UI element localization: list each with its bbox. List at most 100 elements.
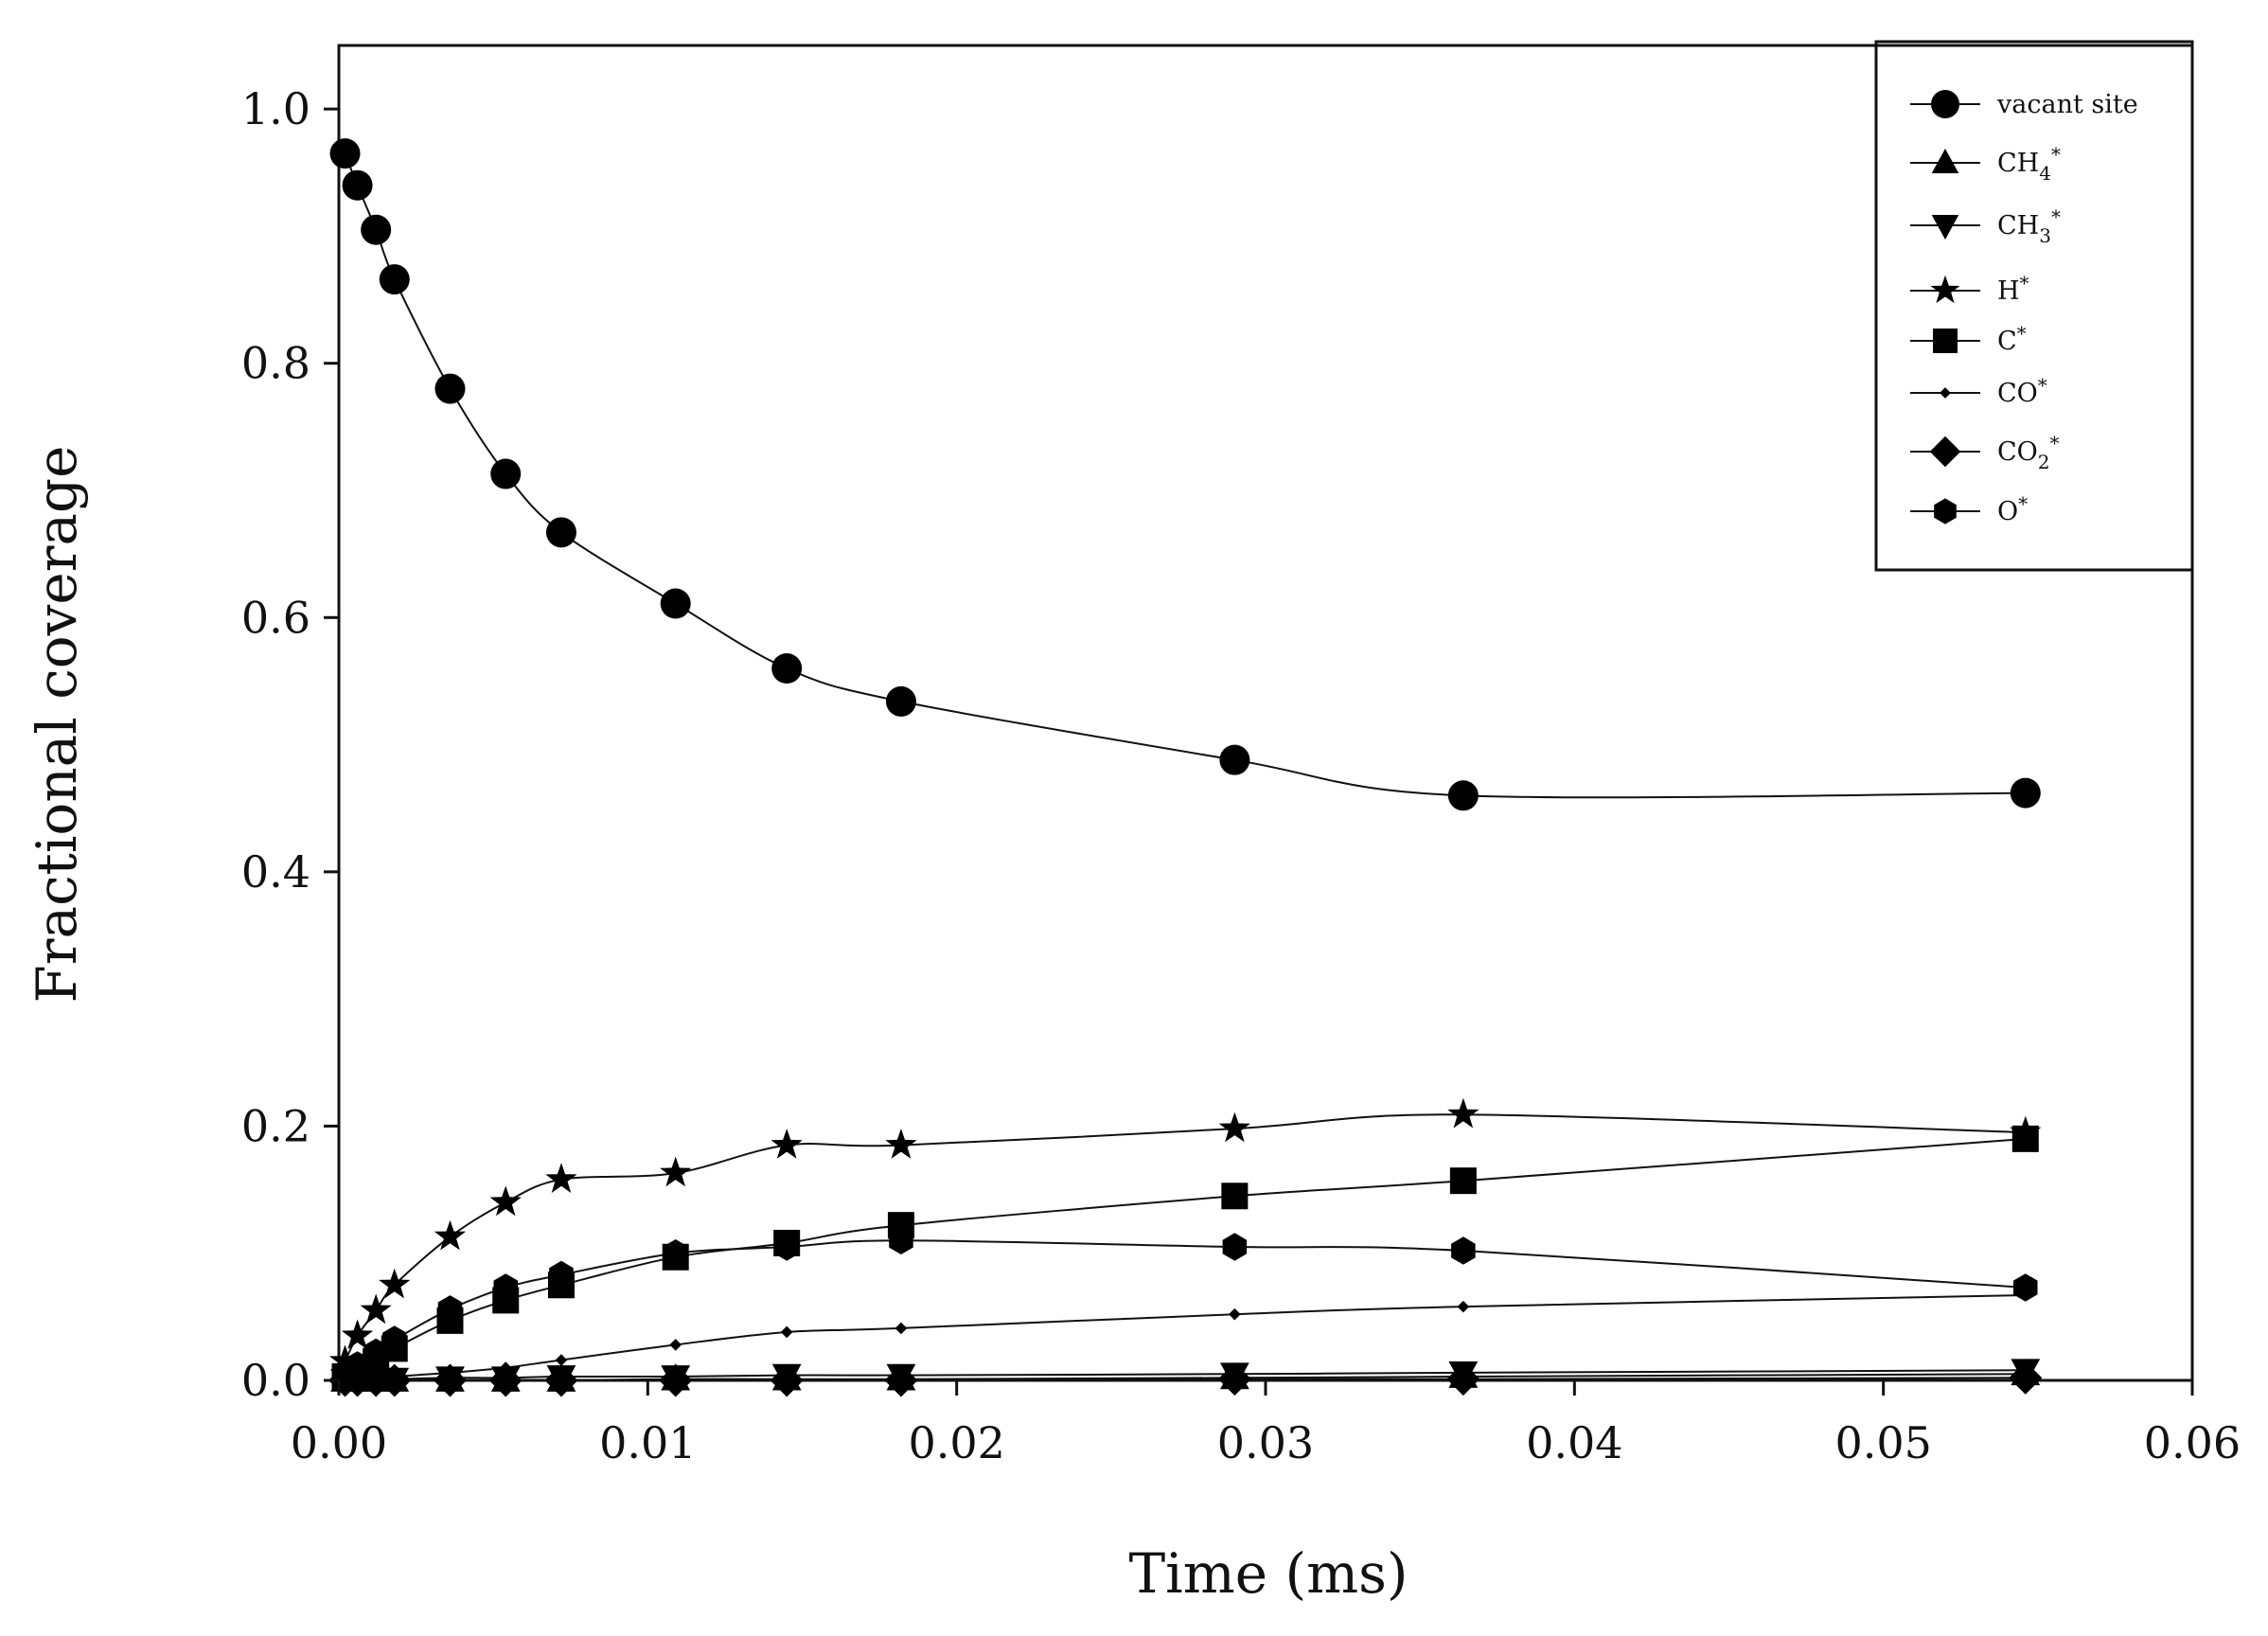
legend-label: CO* (1997, 374, 2047, 408)
legend-label: CH4* (1997, 143, 2061, 185)
marker-hexagon (1934, 498, 1957, 525)
legend-label: O* (1997, 492, 2028, 526)
marker-diamond (433, 1363, 467, 1397)
marker-small-diamond (499, 1361, 512, 1374)
marker-circle (361, 214, 392, 245)
y-tick-label: 0.6 (241, 592, 310, 643)
marker-circle (329, 138, 361, 169)
marker-small-diamond (1229, 1307, 1241, 1321)
marker-circle (1219, 744, 1250, 775)
legend-item-c: C* (1910, 322, 2027, 356)
marker-circle (1447, 780, 1479, 811)
x-tick-label: 0.00 (291, 1417, 387, 1468)
marker-square (1221, 1183, 1249, 1210)
marker-diamond (544, 1363, 578, 1397)
series-line-o (344, 1239, 2026, 1376)
marker-diamond (770, 1363, 804, 1397)
marker-small-diamond (780, 1325, 793, 1339)
x-tick-label: 0.05 (1834, 1417, 1931, 1468)
series-line-vacant-site (344, 152, 2026, 799)
marker-hexagon (2013, 1273, 2038, 1302)
marker-square (492, 1287, 520, 1314)
x-tick-label: 0.06 (2144, 1417, 2241, 1468)
legend-box (1874, 40, 2194, 572)
y-tick-label: 0.8 (241, 338, 310, 389)
marker-circle (434, 373, 466, 404)
marker-circle (379, 264, 410, 295)
legend-label: CO2* (1997, 432, 2060, 473)
legend-label: CH3* (1997, 205, 2061, 247)
marker-circle (660, 588, 691, 619)
y-tick-label: 0.2 (241, 1100, 310, 1151)
y-axis-title: Fractional coverage (25, 446, 89, 1004)
marker-small-diamond (669, 1339, 682, 1351)
marker-star (489, 1185, 522, 1217)
marker-square (547, 1271, 575, 1299)
legend-item-ch3: CH3* (1910, 205, 2061, 247)
marker-star (341, 1319, 374, 1350)
series-points-h (328, 1097, 2042, 1375)
series-points-c (331, 1125, 2039, 1390)
legend-item-ch4: CH4* (1910, 143, 2061, 185)
marker-star (1930, 275, 1960, 304)
marker-square (887, 1212, 914, 1239)
marker-hexagon (1222, 1233, 1248, 1261)
marker-star (360, 1293, 392, 1325)
marker-star (328, 1344, 362, 1375)
marker-diamond (884, 1363, 918, 1397)
marker-star (379, 1268, 411, 1299)
legend-item-h: H* (1910, 272, 2029, 306)
marker-diamond (1446, 1362, 1480, 1396)
marker-circle (490, 458, 522, 489)
x-tick-label: 0.02 (908, 1417, 1004, 1468)
marker-diamond (1217, 1362, 1251, 1396)
series-lines (344, 152, 2026, 1382)
marker-square (1933, 329, 1958, 353)
x-tick-label: 0.03 (1217, 1417, 1314, 1468)
marker-circle (2010, 777, 2041, 809)
legend-item-co: CO* (1910, 374, 2047, 408)
y-tick-label: 0.4 (241, 846, 310, 898)
series-markers (328, 138, 2043, 1397)
y-tick-label: 1.0 (241, 83, 310, 134)
marker-square (1449, 1167, 1477, 1195)
marker-small-diamond (444, 1366, 456, 1379)
marker-small-diamond (895, 1322, 908, 1335)
marker-square (662, 1243, 689, 1271)
marker-triangle-down (1931, 214, 1959, 240)
x-axis-ticks: 0.00 0.01 0.02 0.03 0.04 0.05 0.06 (291, 1380, 2241, 1468)
marker-star (771, 1129, 803, 1159)
marker-hexagon (1451, 1236, 1476, 1265)
marker-circle (885, 685, 916, 717)
marker-small-diamond (555, 1354, 568, 1366)
marker-square (381, 1335, 408, 1362)
marker-circle (771, 653, 803, 684)
x-axis-title: Time (ms) (1128, 1541, 1408, 1606)
marker-star (1447, 1097, 1480, 1129)
marker-diamond (2009, 1360, 2043, 1395)
series-line-c (345, 1137, 2026, 1378)
marker-square (436, 1307, 464, 1334)
marker-star (434, 1219, 467, 1251)
series-line-co (345, 1294, 2026, 1381)
legend-label: H* (1997, 272, 2029, 306)
marker-small-diamond (1940, 387, 1951, 399)
y-axis-ticks: 0.0 0.2 0.4 0.6 0.8 1.0 (241, 83, 339, 1406)
marker-small-diamond (1457, 1300, 1470, 1313)
series-points-vacant-site (329, 138, 2041, 811)
marker-diamond (488, 1363, 523, 1397)
series-line-h (344, 1113, 2026, 1362)
legend-item-o: O* (1910, 492, 2028, 526)
marker-star (885, 1129, 917, 1159)
marker-diamond (1929, 436, 1961, 468)
series-points-o (332, 1226, 2038, 1388)
y-tick-label: 0.0 (241, 1355, 310, 1406)
legend-item-vacant-site: vacant site (1910, 90, 2138, 119)
marker-circle (545, 517, 576, 548)
marker-square (773, 1229, 801, 1256)
marker-star (545, 1163, 577, 1193)
legend-label: C* (1997, 322, 2027, 356)
legend-item-co2: CO2* (1910, 432, 2060, 473)
marker-circle (342, 169, 373, 201)
